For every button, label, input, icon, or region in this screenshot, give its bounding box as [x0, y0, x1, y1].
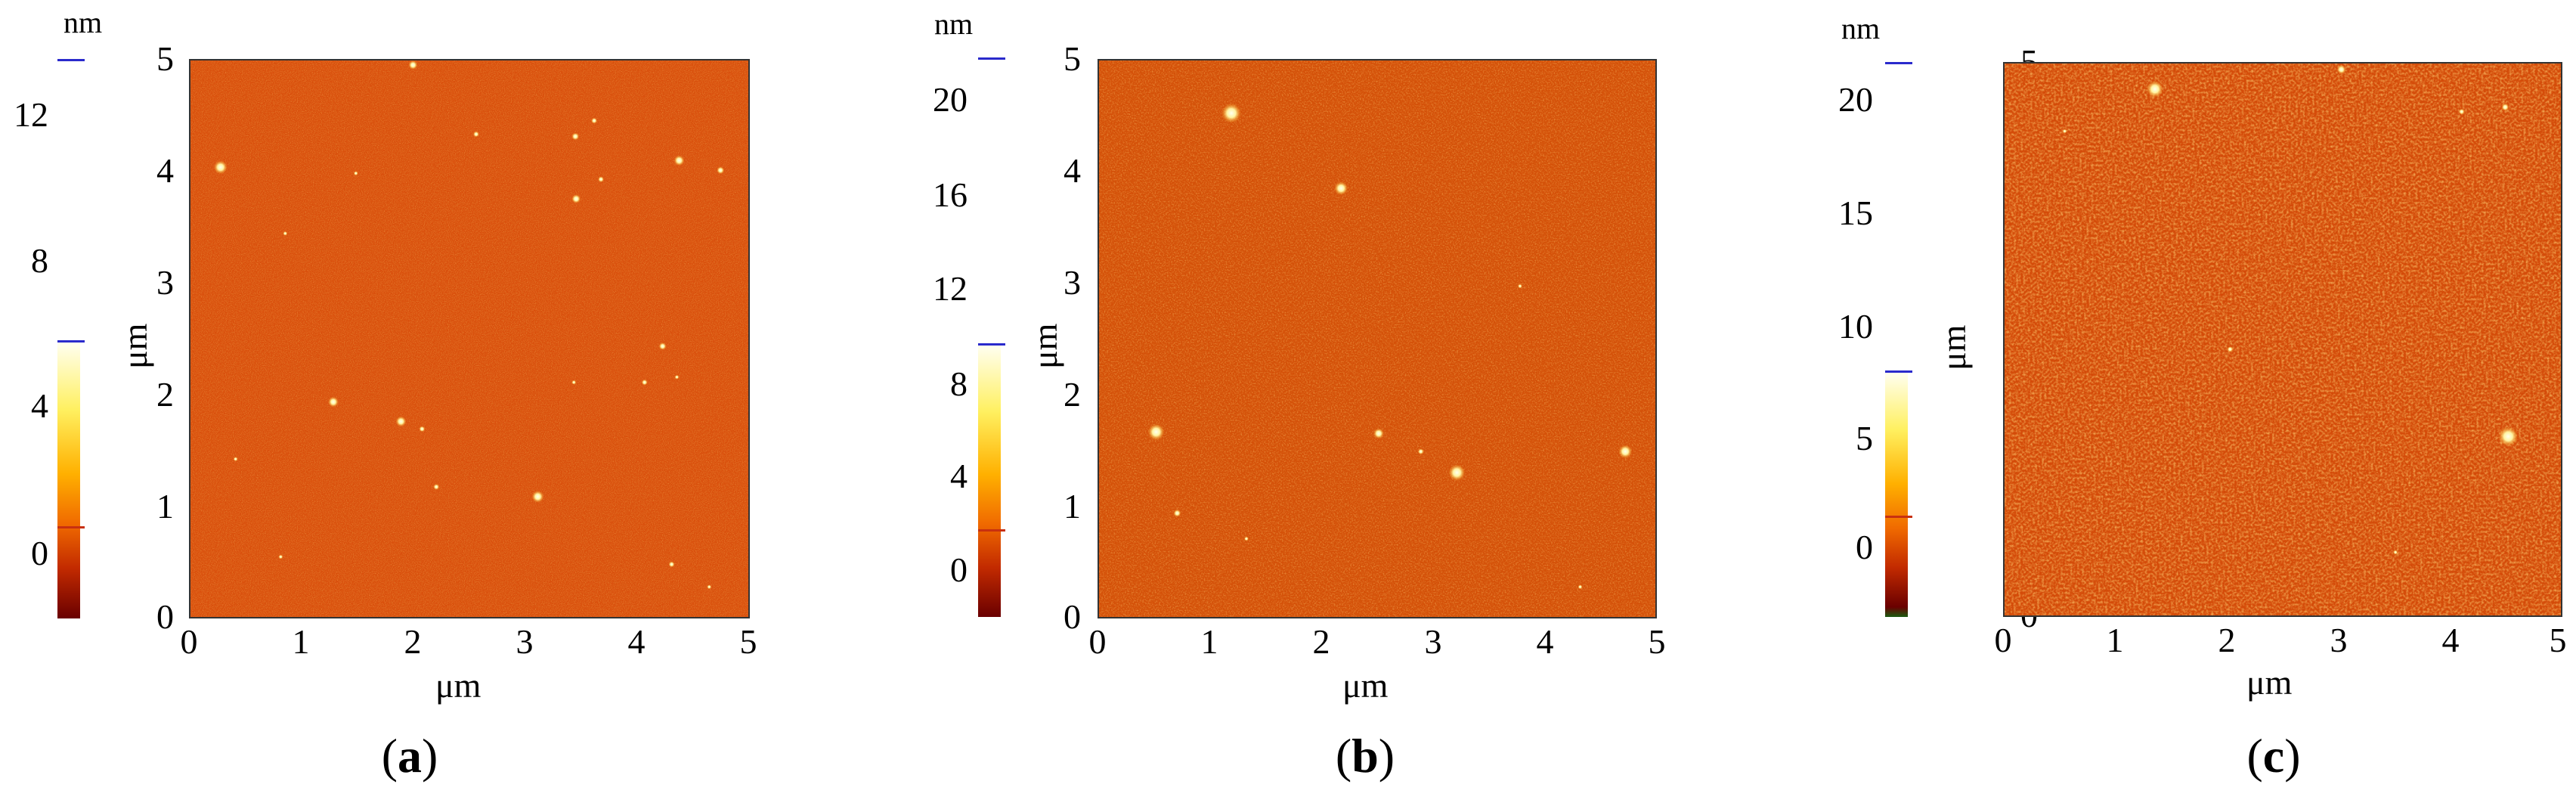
- x-tick: 5: [739, 622, 757, 661]
- colorbar-tick: 16: [933, 175, 968, 214]
- colorbar-tick: 10: [1838, 307, 1873, 346]
- colorbar-top-marker: [978, 57, 1005, 60]
- x-tick: 3: [516, 622, 534, 661]
- x-tick: 1: [292, 622, 310, 661]
- x-tick: 3: [2330, 621, 2348, 659]
- y-axis-label: μm: [1934, 324, 1973, 370]
- colorbar-tick: 4: [950, 457, 968, 495]
- colorbar-tick: 5: [1856, 419, 1873, 457]
- y-tick: 4: [1064, 151, 1081, 190]
- y-tick: 0: [1064, 597, 1081, 636]
- afm-panel-c: nm 20 15 10 5 0 μm 5 4 3 2 1 0 0 1 2 3 4…: [1717, 0, 2576, 809]
- x-tick: 4: [1536, 622, 1554, 661]
- y-tick: 5: [1064, 39, 1081, 78]
- afm-panel-a: nm 12 8 4 0 μm 5 4 3 2 1 0: [0, 0, 859, 809]
- afm-height-image: [189, 59, 750, 618]
- height-colorbar: [978, 57, 1005, 617]
- colorbar-range-marker: [1885, 370, 1912, 373]
- x-axis-label: μm: [435, 666, 481, 705]
- colorbar-tick: 0: [950, 550, 968, 589]
- x-axis-label: μm: [1342, 666, 1389, 705]
- x-tick: 0: [1088, 622, 1107, 661]
- colorbar-unit: nm: [63, 5, 103, 39]
- panel-caption: (c): [2246, 729, 2301, 783]
- y-tick: 2: [156, 375, 174, 414]
- colorbar-tick: 0: [1856, 528, 1873, 566]
- x-tick: 2: [2218, 621, 2236, 659]
- panel-caption: (a): [381, 729, 438, 783]
- colorbar-unit: nm: [1841, 11, 1881, 45]
- x-tick: 5: [1648, 622, 1666, 661]
- panel-caption: (b): [1335, 729, 1395, 783]
- colorbar-tick: 12: [933, 269, 968, 308]
- colorbar-gradient: [57, 340, 80, 618]
- y-axis-label: μm: [1026, 323, 1064, 369]
- x-tick: 2: [404, 622, 422, 661]
- x-tick: 2: [1312, 622, 1330, 661]
- colorbar-range-marker: [57, 340, 85, 343]
- x-tick: 1: [2106, 621, 2124, 659]
- colorbar-gradient: [1885, 370, 1908, 617]
- y-tick: 3: [1064, 263, 1081, 302]
- colorbar-tick: 8: [950, 364, 968, 403]
- colorbar-tick: 20: [933, 80, 968, 119]
- colorbar-unit: nm: [934, 7, 974, 41]
- colorbar-top-marker: [1885, 62, 1912, 64]
- colorbar-tick: 15: [1838, 194, 1873, 232]
- x-tick: 4: [627, 622, 646, 661]
- y-tick: 4: [156, 151, 174, 190]
- colorbar-mid-marker: [1885, 516, 1912, 518]
- y-tick: 3: [156, 263, 174, 302]
- y-tick: 2: [1064, 375, 1081, 414]
- colorbar-mid-marker: [978, 529, 1005, 532]
- x-tick: 3: [1424, 622, 1442, 661]
- y-tick: 5: [156, 39, 174, 78]
- y-tick: 0: [156, 597, 174, 636]
- y-tick: 1: [156, 487, 174, 525]
- x-axis-label: μm: [2246, 663, 2293, 702]
- x-tick: 5: [2549, 621, 2567, 659]
- afm-panel-b: nm 20 16 12 8 4 0 μm 5 4 3 2 1 0 0 1: [859, 0, 1717, 809]
- colorbar-tick: 12: [14, 95, 48, 134]
- x-tick: 0: [1994, 621, 2012, 659]
- x-tick: 4: [2441, 621, 2460, 659]
- colorbar-tick: 0: [31, 534, 48, 572]
- x-tick: 1: [1200, 622, 1218, 661]
- colorbar-gradient: [978, 343, 1001, 617]
- colorbar-tick: 4: [31, 386, 48, 425]
- colorbar-tick: 20: [1838, 80, 1873, 119]
- afm-height-image: [1098, 59, 1657, 618]
- y-tick: 1: [1064, 487, 1081, 525]
- height-colorbar: [57, 59, 85, 618]
- height-colorbar: [1885, 62, 1912, 617]
- y-axis-label: μm: [116, 323, 154, 369]
- afm-height-image: [2003, 62, 2562, 617]
- colorbar-mid-marker: [57, 526, 85, 528]
- colorbar-range-marker: [978, 343, 1005, 346]
- colorbar-top-marker: [57, 59, 85, 61]
- x-tick: 0: [180, 622, 198, 661]
- colorbar-tick: 8: [31, 241, 48, 280]
